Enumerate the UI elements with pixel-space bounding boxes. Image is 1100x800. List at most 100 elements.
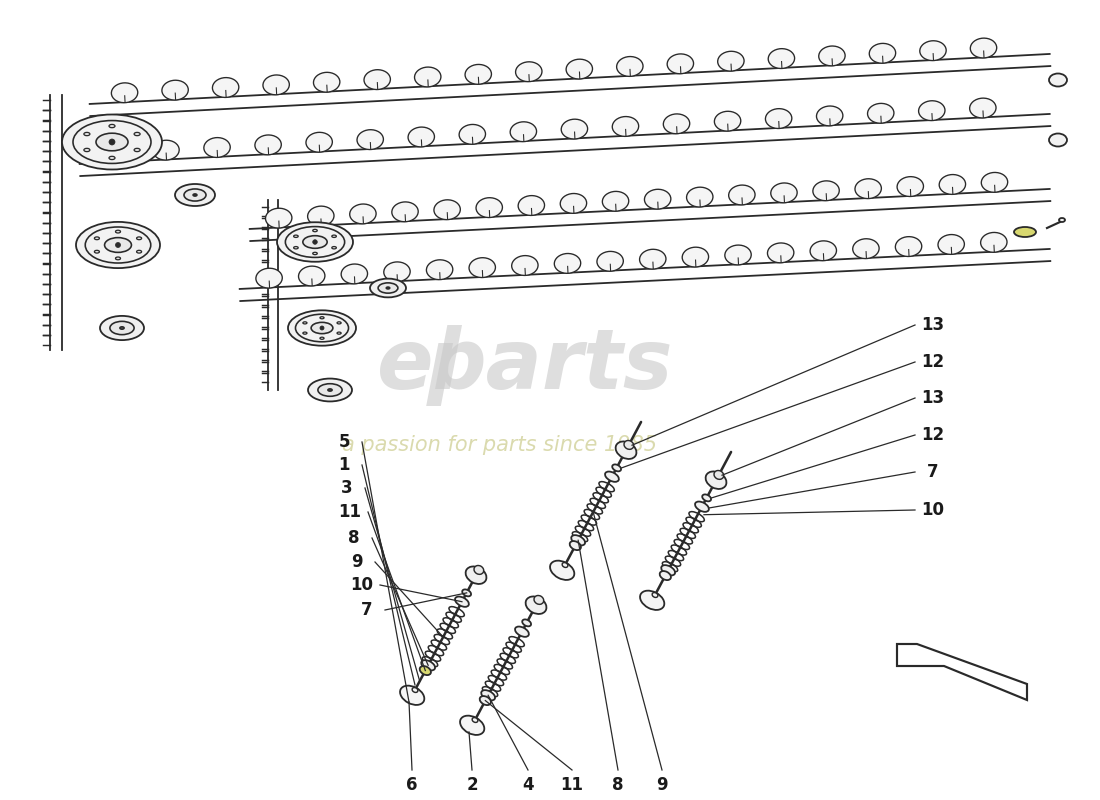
Ellipse shape (311, 322, 333, 334)
Ellipse shape (184, 189, 206, 201)
Ellipse shape (328, 389, 332, 391)
Ellipse shape (810, 241, 836, 261)
Polygon shape (896, 644, 1027, 700)
Ellipse shape (263, 75, 289, 94)
Ellipse shape (116, 230, 121, 233)
Ellipse shape (969, 98, 996, 118)
Ellipse shape (337, 322, 341, 324)
Ellipse shape (554, 254, 581, 274)
Ellipse shape (302, 332, 307, 334)
Ellipse shape (73, 121, 151, 163)
Circle shape (109, 139, 116, 145)
Ellipse shape (1059, 218, 1065, 222)
Ellipse shape (534, 595, 543, 604)
Text: a passion for parts since 1985: a passion for parts since 1985 (342, 435, 658, 455)
Text: 11: 11 (339, 503, 362, 521)
Ellipse shape (136, 237, 142, 240)
Ellipse shape (518, 196, 544, 215)
Ellipse shape (550, 561, 574, 580)
Ellipse shape (386, 287, 389, 289)
Ellipse shape (920, 41, 946, 61)
Ellipse shape (96, 134, 128, 150)
Ellipse shape (312, 252, 317, 254)
Ellipse shape (510, 122, 537, 142)
Ellipse shape (296, 314, 349, 342)
Ellipse shape (725, 245, 751, 265)
Ellipse shape (294, 235, 298, 238)
Ellipse shape (95, 250, 99, 253)
Ellipse shape (302, 236, 327, 248)
Ellipse shape (285, 226, 344, 258)
Ellipse shape (460, 716, 484, 735)
Circle shape (320, 326, 324, 330)
Ellipse shape (868, 103, 894, 123)
Ellipse shape (1049, 74, 1067, 86)
Ellipse shape (314, 72, 340, 92)
Ellipse shape (288, 310, 356, 346)
Ellipse shape (455, 597, 469, 607)
Ellipse shape (277, 222, 353, 262)
Ellipse shape (561, 119, 587, 139)
Ellipse shape (421, 660, 436, 670)
Text: parts: parts (427, 325, 673, 406)
Circle shape (116, 242, 121, 247)
Ellipse shape (1014, 227, 1036, 237)
Ellipse shape (308, 378, 352, 402)
Ellipse shape (855, 178, 881, 198)
Ellipse shape (918, 101, 945, 121)
Ellipse shape (768, 49, 794, 69)
Ellipse shape (652, 593, 658, 598)
Text: 8: 8 (349, 529, 360, 547)
Text: 12: 12 (922, 353, 945, 371)
Ellipse shape (566, 59, 593, 79)
Ellipse shape (624, 441, 634, 450)
Ellipse shape (332, 235, 337, 238)
Ellipse shape (320, 337, 324, 339)
Ellipse shape (869, 43, 895, 63)
Ellipse shape (771, 183, 797, 202)
Ellipse shape (702, 494, 711, 502)
Ellipse shape (526, 597, 547, 614)
Ellipse shape (639, 250, 665, 269)
Ellipse shape (415, 67, 441, 87)
Ellipse shape (728, 185, 755, 205)
Ellipse shape (100, 316, 144, 340)
Ellipse shape (562, 562, 568, 567)
Ellipse shape (102, 143, 128, 162)
Ellipse shape (459, 125, 485, 144)
Ellipse shape (433, 200, 460, 220)
Text: 8: 8 (613, 776, 624, 794)
Ellipse shape (640, 590, 664, 610)
Ellipse shape (1049, 134, 1067, 146)
Ellipse shape (668, 54, 693, 74)
Ellipse shape (522, 619, 531, 626)
Ellipse shape (469, 258, 495, 278)
Ellipse shape (970, 38, 997, 58)
Ellipse shape (512, 256, 538, 275)
Ellipse shape (714, 111, 740, 131)
Ellipse shape (318, 384, 342, 396)
Text: 2: 2 (466, 776, 477, 794)
Ellipse shape (175, 184, 214, 206)
Ellipse shape (480, 696, 491, 705)
Ellipse shape (465, 566, 486, 584)
Ellipse shape (400, 686, 425, 705)
Ellipse shape (384, 262, 410, 282)
Ellipse shape (981, 173, 1008, 192)
Ellipse shape (980, 233, 1006, 252)
Ellipse shape (320, 317, 324, 319)
Ellipse shape (474, 566, 484, 574)
Ellipse shape (465, 65, 492, 84)
Ellipse shape (516, 62, 542, 82)
Ellipse shape (62, 114, 162, 170)
Ellipse shape (663, 114, 690, 134)
Ellipse shape (895, 237, 922, 257)
Ellipse shape (364, 70, 390, 90)
Ellipse shape (116, 257, 121, 260)
Ellipse shape (660, 571, 671, 580)
Ellipse shape (370, 278, 406, 298)
Ellipse shape (337, 332, 341, 334)
Ellipse shape (816, 106, 843, 126)
Text: 7: 7 (927, 463, 938, 481)
Ellipse shape (95, 237, 99, 240)
